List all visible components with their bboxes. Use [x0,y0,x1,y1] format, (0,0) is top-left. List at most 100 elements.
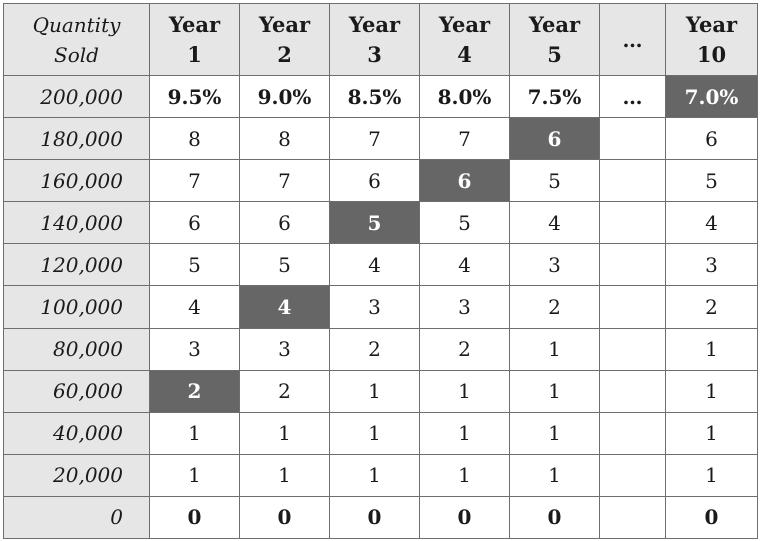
table-cell: 8.5% [329,74,420,119]
table-cell: 7 [419,117,510,161]
table-cell: 6 [149,201,240,245]
table-cell: 9.5% [149,74,240,119]
year-header-number: 2 [277,41,292,67]
quantity-cell: 20,000 [3,453,150,497]
ellipsis-cell [599,411,666,455]
table-cell: 4 [419,243,510,287]
ellipsis-cell [599,327,666,371]
table-cell: 5 [665,159,758,203]
table-cell: 3 [665,243,758,287]
highlighted-cell: 6 [509,117,600,161]
highlighted-cell: 2 [149,369,240,413]
table-cell: 6 [239,201,330,245]
table-row: 0 0 0 0 0 0 0 [3,495,758,540]
header-row: Quantity Sold Year 1 Year 2 Year 3 Year … [3,3,758,76]
ellipsis-header: … [599,3,666,76]
ellipsis-cell [599,159,666,203]
table-cell: 7 [149,159,240,203]
table-cell: 0 [329,495,420,540]
table-cell: 1 [419,369,510,413]
ellipsis-cell [599,369,666,413]
table-cell: 5 [419,201,510,245]
table-cell: 7.5% [509,74,600,119]
table-cell: 1 [149,453,240,497]
table-cell: 6 [665,117,758,161]
table-cell: 1 [665,369,758,413]
table-cell: 0 [149,495,240,540]
table-cell: 8 [149,117,240,161]
table-cell: 5 [239,243,330,287]
quantity-cell: 160,000 [3,159,150,203]
quantity-cell: 0 [3,495,150,540]
table-cell: 2 [665,285,758,329]
table-cell: 0 [239,495,330,540]
table-cell: 1 [509,411,600,455]
table-cell: 1 [329,453,420,497]
year-3-header: Year 3 [329,3,420,76]
table-cell: 1 [665,411,758,455]
highlighted-cell: 5 [329,201,420,245]
table-cell: 2 [329,327,420,371]
quantity-year-table: Quantity Sold Year 1 Year 2 Year 3 Year … [3,3,758,540]
table-cell: 5 [149,243,240,287]
quantity-cell: 120,000 [3,243,150,287]
highlighted-cell: 7.0% [665,74,758,119]
quantity-header-line2: Sold [54,42,99,67]
table-row: 40,000 1 1 1 1 1 1 [3,411,758,455]
table-cell: 8 [239,117,330,161]
table-cell: 1 [239,453,330,497]
table-cell: 5 [509,159,600,203]
table-cell: 1 [329,369,420,413]
year-2-header: Year 2 [239,3,330,76]
table-cell: 1 [329,411,420,455]
table-cell: 3 [149,327,240,371]
year-5-header: Year 5 [509,3,600,76]
table-cell: 1 [149,411,240,455]
table-row: 180,000 8 8 7 7 6 6 [3,117,758,161]
quantity-cell: 100,000 [3,285,150,329]
year-10-header: Year 10 [665,3,758,76]
year-header-label: Year [258,11,311,37]
year-header-number: 4 [457,41,472,67]
quantity-header-line1: Quantity [32,12,121,37]
table-cell: 3 [239,327,330,371]
ellipsis-cell [599,117,666,161]
table-cell: 4 [665,201,758,245]
table-cell: 9.0% [239,74,330,119]
table-row: 80,000 3 3 2 2 1 1 [3,327,758,371]
quantity-sold-header: Quantity Sold [3,3,150,76]
ellipsis-cell [599,453,666,497]
table-cell: 1 [665,327,758,371]
table-cell: 1 [509,327,600,371]
year-header-number: 1 [187,41,202,67]
table-row: 20,000 1 1 1 1 1 1 [3,453,758,497]
quantity-cell: 200,000 [3,74,150,119]
highlighted-cell: 6 [419,159,510,203]
table-cell: 3 [509,243,600,287]
quantity-cell: 180,000 [3,117,150,161]
table-cell: 7 [239,159,330,203]
year-header-number: 10 [696,41,727,67]
year-header-label: Year [438,11,491,37]
year-4-header: Year 4 [419,3,510,76]
table-row: 200,000 9.5% 9.0% 8.5% 8.0% 7.5% … 7.0% [3,74,758,119]
quantity-cell: 60,000 [3,369,150,413]
table-cell: 1 [419,411,510,455]
year-1-header: Year 1 [149,3,240,76]
ellipsis-cell [599,495,666,540]
table-cell: 1 [419,453,510,497]
year-header-label: Year [168,11,221,37]
year-header-label: Year [528,11,581,37]
table-cell: 0 [509,495,600,540]
table-cell: 4 [149,285,240,329]
quantity-cell: 140,000 [3,201,150,245]
year-header-label: Year [685,11,738,37]
table-cell: 2 [239,369,330,413]
highlighted-cell: 4 [239,285,330,329]
ellipsis-cell [599,201,666,245]
ellipsis-cell: … [599,74,666,119]
table-row: 140,000 6 6 5 5 4 4 [3,201,758,245]
year-header-label: Year [348,11,401,37]
table-cell: 2 [509,285,600,329]
table-cell: 3 [419,285,510,329]
